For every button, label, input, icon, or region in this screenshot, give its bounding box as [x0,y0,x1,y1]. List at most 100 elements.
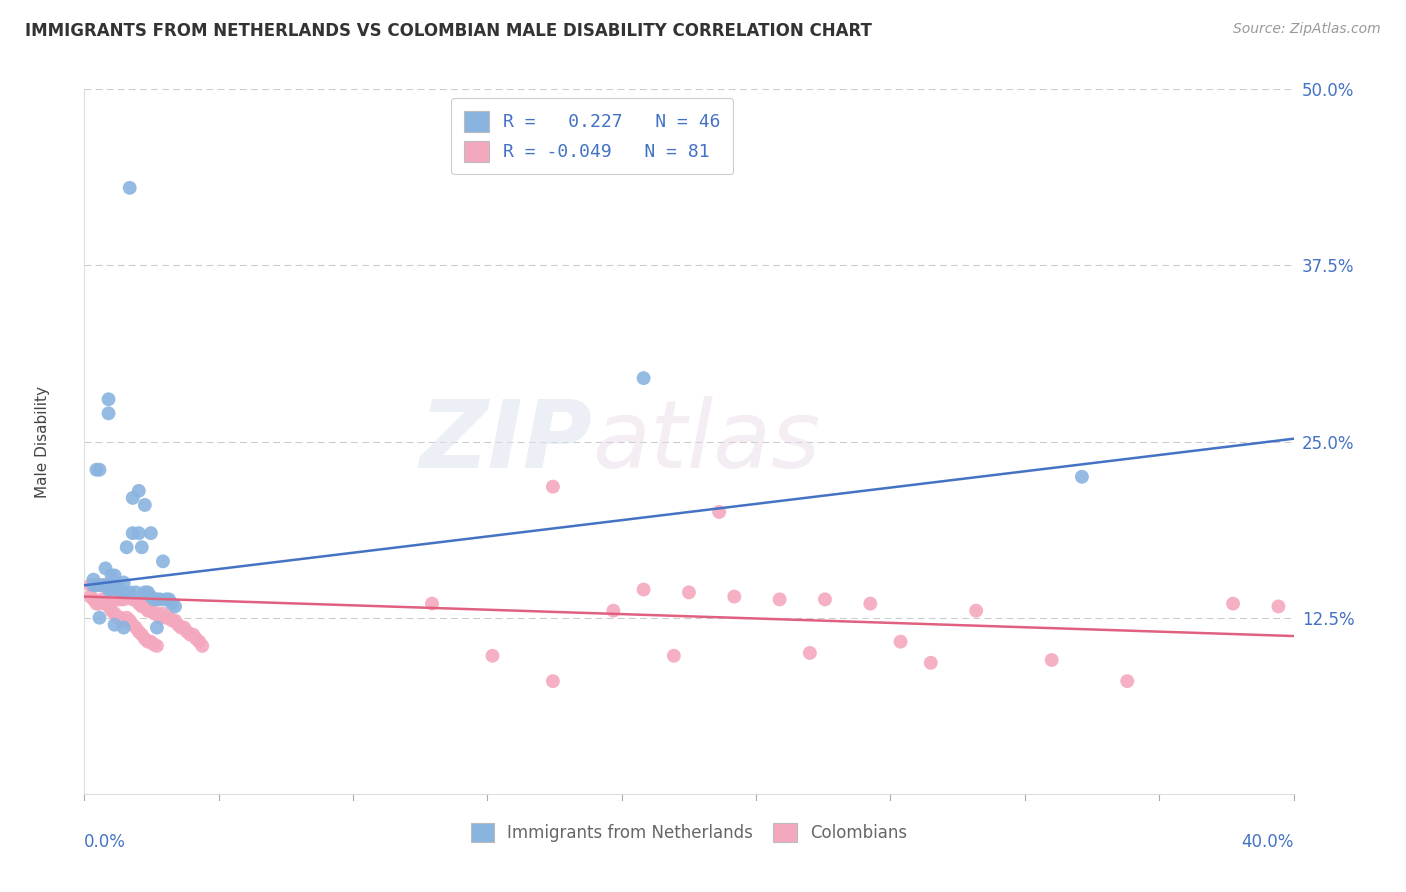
Point [82,578,104,592]
Point [89,597,111,611]
Point [155,592,177,607]
Point [128,597,150,611]
Point [136,634,159,648]
Point [134,599,156,614]
Point [920,656,942,670]
Point [104,568,127,582]
Point [136,585,159,599]
Text: 0.0%: 0.0% [84,832,127,851]
Text: Source: ZipAtlas.com: Source: ZipAtlas.com [1233,22,1381,37]
Point [112,621,135,635]
Point [112,575,135,590]
Point [134,498,156,512]
Point [100,604,122,618]
Point [107,592,129,607]
Point [481,648,503,663]
Point [100,578,122,592]
Point [136,604,159,618]
Point [1222,597,1244,611]
Point [146,592,169,607]
Point [91,578,114,592]
Point [115,590,138,604]
Point [160,597,183,611]
Point [155,610,177,624]
Point [82,592,104,607]
Point [188,634,211,648]
Point [94,561,117,575]
Point [94,578,117,592]
Point [121,526,143,541]
Point [118,181,141,195]
Point [181,627,204,641]
Point [104,590,127,604]
Point [118,590,141,604]
Point [131,599,153,614]
Point [94,597,117,611]
Point [146,621,169,635]
Point [121,592,143,607]
Text: 40.0%: 40.0% [1241,832,1294,851]
Point [121,617,143,632]
Point [965,604,987,618]
Point [97,599,120,614]
Point [179,627,201,641]
Legend: Immigrants from Netherlands, Colombians: Immigrants from Netherlands, Colombians [464,816,914,849]
Point [709,505,731,519]
Point [890,634,912,648]
Point [118,614,141,628]
Point [89,610,111,624]
Point [112,592,135,607]
Point [86,463,108,477]
Point [110,582,132,597]
Point [799,646,821,660]
Point [173,621,195,635]
Point [128,526,150,541]
Point [97,578,120,592]
Point [139,604,162,618]
Point [139,590,162,604]
Point [89,578,111,592]
Point [1116,674,1139,689]
Point [146,607,169,621]
Point [86,578,108,592]
Point [541,480,564,494]
Point [79,578,101,592]
Point [107,582,129,597]
Point [110,592,132,607]
Point [170,621,193,635]
Point [89,463,111,477]
Point [94,578,117,592]
Point [107,610,129,624]
Point [97,392,120,407]
Point [176,624,198,639]
Point [82,578,104,592]
Point [128,483,150,498]
Point [160,614,183,628]
Point [633,582,655,597]
Point [157,592,180,607]
Point [100,568,122,582]
Point [167,617,190,632]
Point [146,639,169,653]
Point [104,617,127,632]
Point [165,599,187,614]
Point [149,592,172,607]
Point [125,621,148,635]
Point [112,614,135,628]
Point [633,371,655,385]
Point [112,585,135,599]
Point [131,627,153,641]
Text: atlas: atlas [592,396,821,487]
Point [125,592,148,607]
Point [128,624,150,639]
Point [97,406,120,420]
Point [131,541,153,555]
Point [118,585,141,599]
Point [142,607,165,621]
Point [602,604,624,618]
Text: ZIP: ZIP [419,395,592,488]
Point [769,592,792,607]
Point [115,610,138,624]
Point [723,590,745,604]
Point [82,573,104,587]
